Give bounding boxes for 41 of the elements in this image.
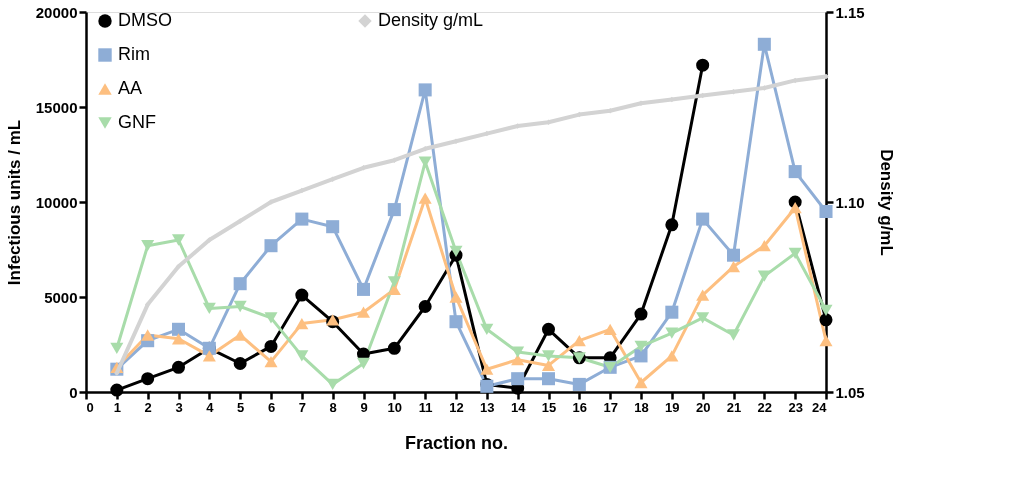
y-tick-label: 10000 (35, 193, 78, 211)
x-tick-label: 10 (387, 399, 403, 415)
y2-axis-title: Density g/mL (876, 149, 896, 256)
legend-label: DMSO (118, 10, 172, 30)
y-tick-label: 15000 (35, 98, 78, 116)
x-tick-label: 8 (329, 399, 337, 415)
y-tick-label: 5000 (44, 288, 78, 306)
x-tick-label: 13 (480, 399, 495, 415)
x-tick-label: 11 (418, 399, 433, 415)
x-tick-label: 20 (695, 399, 711, 415)
x-tick-label: 21 (726, 399, 742, 415)
x-tick-label: 14 (510, 399, 527, 415)
x-tick-label: 0 (86, 399, 94, 415)
legend-label: AA (118, 78, 143, 98)
y2-tick-label: 1.05 (835, 383, 865, 401)
y-tick-label: 20000 (35, 3, 78, 21)
y2-tick-label: 1.15 (835, 3, 865, 21)
x-tick-label: 17 (603, 399, 618, 415)
x-tick-label: 1 (113, 399, 121, 415)
x-tick-label: 9 (360, 399, 368, 415)
x-tick-label: 22 (757, 399, 773, 415)
x-tick-label: 7 (298, 399, 306, 415)
x-tick-label: 19 (665, 399, 680, 415)
x-tick-label: 16 (572, 399, 588, 415)
legend-label: Rim (118, 44, 150, 64)
y-tick-label: 0 (69, 383, 78, 401)
x-tick-label: 2 (144, 399, 152, 415)
x-tick-label: 18 (634, 399, 649, 415)
x-tick-label: 3 (175, 399, 183, 415)
y2-tick-label: 1.10 (835, 193, 865, 211)
legend-label: Density g/mL (378, 10, 484, 30)
x-tick-label: 4 (206, 399, 215, 415)
y-axis-title: Infectious units / mL (4, 119, 24, 286)
x-tick-label: 12 (449, 399, 464, 415)
x-axis-title: Fraction no. (405, 432, 508, 453)
x-tick-label: 24 (812, 399, 828, 415)
x-tick-label: 6 (267, 399, 276, 415)
legend-label: GNF (118, 112, 156, 132)
x-tick-label: 15 (541, 399, 557, 415)
x-tick-label: 5 (237, 399, 245, 415)
x-tick-label: 23 (788, 399, 803, 415)
